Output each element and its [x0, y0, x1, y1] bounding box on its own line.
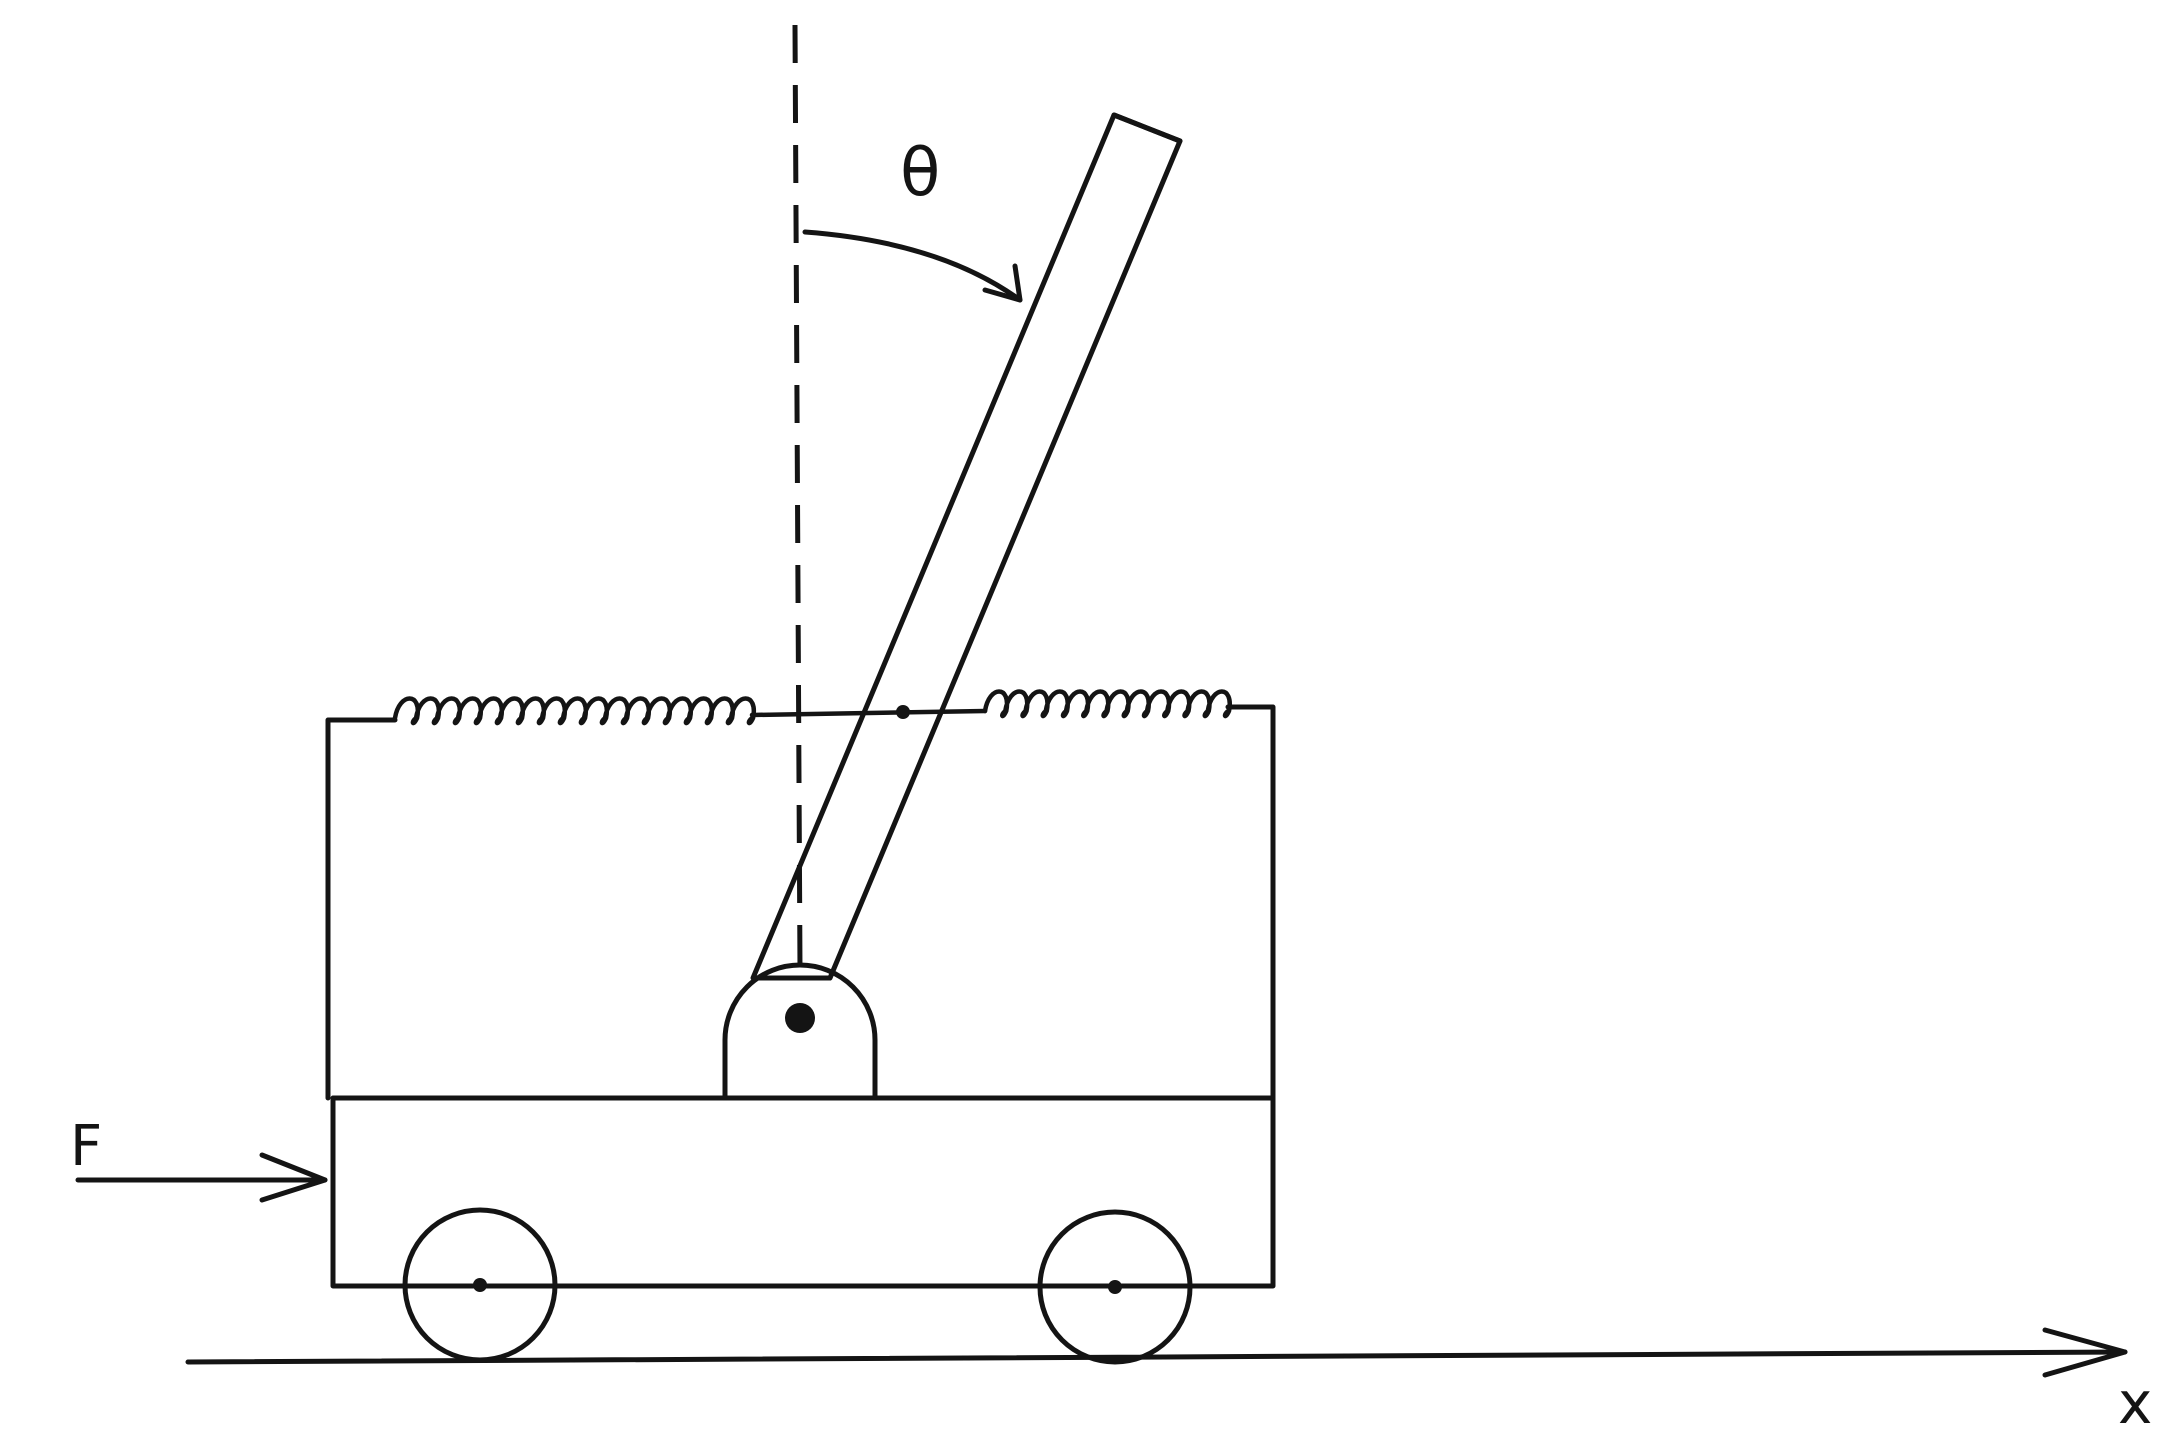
angle-label: θ	[900, 134, 940, 211]
right-spring	[982, 689, 1232, 719]
spring-connector	[749, 708, 988, 718]
cart-body	[330, 1095, 1276, 1289]
force-arrowhead	[259, 1152, 328, 1203]
hinge-housing	[722, 962, 878, 1101]
angle-arc-arrowhead	[982, 263, 1023, 303]
force-label: F	[70, 1114, 102, 1179]
left-wheel-axle	[473, 1278, 487, 1292]
left-spring	[392, 696, 757, 726]
angle-arc	[802, 229, 1023, 303]
cart-frame-right	[1225, 704, 1276, 1101]
vertical-reference-line	[792, 24, 803, 971]
left-wheel	[402, 1207, 558, 1363]
pole-top	[1111, 112, 1183, 144]
hinge-pivot	[785, 1003, 815, 1033]
x-axis-label: x	[2118, 1369, 2152, 1437]
x-axis-arrowhead	[2042, 1327, 2128, 1378]
right-wheel	[1037, 1209, 1193, 1365]
cart-frame	[325, 717, 398, 1101]
spring-attachment-point	[896, 705, 910, 719]
right-wheel-axle	[1108, 1280, 1122, 1294]
x-axis-line	[185, 1349, 2128, 1365]
pole	[750, 112, 1183, 981]
